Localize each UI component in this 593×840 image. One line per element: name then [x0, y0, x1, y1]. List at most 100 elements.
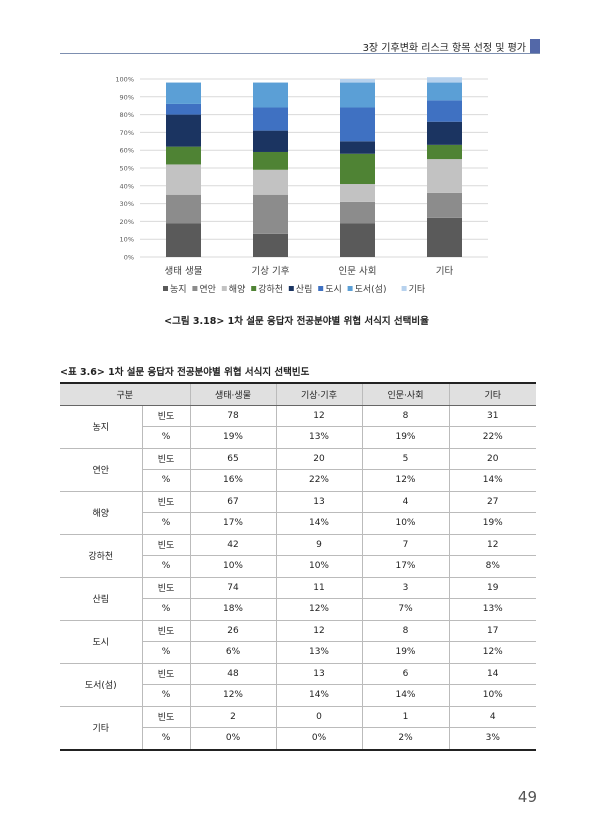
x-category-label: 기타 — [436, 266, 454, 277]
legend-swatch — [192, 286, 198, 291]
pct-cell: 19% — [448, 512, 536, 535]
table-header-row: 구분 생태·생물 기상·기후 인문·사회 기타 — [60, 382, 536, 406]
freq-cell: 12 — [448, 534, 536, 556]
bar-segment — [253, 169, 288, 195]
legend-label: 기타 — [409, 284, 426, 295]
header-rule — [60, 53, 540, 54]
freq-cell: 27 — [448, 491, 536, 513]
bar-segment — [340, 223, 375, 257]
freq-cell: 14 — [448, 663, 536, 685]
x-category-label: 생태 생물 — [165, 266, 203, 277]
legend-label: 강하천 — [258, 284, 283, 295]
bar-segment — [340, 184, 375, 202]
freq-cell: 13 — [275, 663, 362, 685]
freq-cell: 31 — [448, 405, 536, 427]
freq-cell: 8 — [361, 405, 449, 427]
bar-segment — [427, 192, 462, 218]
table-row: % 19% 13% 19% 22% — [60, 426, 536, 449]
freq-cell: 17 — [448, 620, 536, 642]
bar-segment — [427, 217, 462, 257]
pct-cell: 2% — [361, 727, 449, 751]
pct-cell: 12% — [189, 684, 276, 707]
legend-label: 산림 — [296, 283, 313, 295]
bar-segment — [427, 77, 462, 83]
bar-segment — [166, 223, 201, 257]
pct-cell: 17% — [189, 512, 276, 535]
y-tick-label: 50% — [120, 165, 134, 173]
row-group-label: 강하천 — [60, 534, 142, 578]
table-row: 도시 빈도 26 12 8 17 — [60, 620, 536, 664]
pct-cell: 14% — [275, 512, 362, 535]
table-row: 농지 빈도 78 12 8 31 — [60, 405, 536, 449]
freq-label: 빈도 — [141, 405, 190, 427]
bar-segment — [253, 82, 288, 108]
pct-cell: 10% — [275, 555, 362, 578]
bar-segment — [340, 201, 375, 224]
table-row: % 6% 13% 19% 12% — [60, 641, 536, 664]
header-category: 구분 — [60, 382, 190, 406]
table-row: 산림 빈도 74 11 3 19 — [60, 577, 536, 621]
table-caption: <표 3.6> 1차 설문 응답자 전공분야별 위협 서식지 선택빈도 — [60, 367, 310, 378]
freq-label: 빈도 — [141, 620, 190, 642]
header-other: 기타 — [448, 382, 536, 406]
y-tick-label: 0% — [124, 254, 134, 262]
freq-cell: 12 — [275, 620, 362, 642]
pct-label: % — [141, 727, 190, 751]
pct-cell: 3% — [448, 727, 536, 751]
table-row: 도서(섬) 빈도 48 13 6 14 — [60, 663, 536, 707]
freq-cell: 11 — [275, 577, 362, 599]
stacked-bar-chart: 0% 10% 20% 30% 40% 50% 60% 70% 80% 90% 100% 생태 생물 기상… — [115, 76, 488, 295]
legend-label: 농지 — [170, 284, 187, 295]
bar-segment — [253, 107, 288, 131]
y-tick-label: 60% — [120, 147, 134, 155]
running-header: 3장 기후변화 리스크 항목 선정 및 평가 — [362, 43, 526, 54]
bar-segment — [427, 144, 462, 160]
pct-cell: 6% — [189, 641, 276, 664]
freq-cell: 19 — [448, 577, 536, 599]
pct-label: % — [141, 684, 190, 707]
freq-cell: 9 — [275, 534, 362, 556]
bar-segment — [340, 79, 375, 83]
bar-segment — [253, 233, 288, 257]
bar-segment — [340, 82, 375, 108]
pct-cell: 22% — [275, 469, 362, 492]
table-row: % 10% 10% 17% 8% — [60, 555, 536, 578]
bar-segment — [340, 141, 375, 154]
table-row: 강하천 빈도 42 9 7 12 — [60, 534, 536, 578]
legend-label: 도시 — [325, 284, 342, 295]
bar-segment — [253, 151, 288, 170]
pct-cell: 14% — [275, 684, 362, 707]
pct-cell: 18% — [189, 598, 276, 621]
freq-cell: 20 — [275, 448, 362, 470]
y-tick-label: 80% — [120, 111, 134, 119]
pct-cell: 12% — [361, 469, 449, 492]
bar-segment — [427, 121, 462, 145]
pct-cell: 8% — [448, 555, 536, 578]
pct-cell: 7% — [361, 598, 449, 621]
bar-segment — [427, 159, 462, 193]
pct-label: % — [141, 641, 190, 664]
freq-cell: 48 — [189, 663, 276, 685]
y-tick-label: 30% — [120, 200, 134, 208]
freq-cell: 6 — [361, 663, 449, 685]
legend-swatch — [221, 286, 227, 291]
legend-swatch — [251, 286, 257, 291]
table-row: 해양 빈도 67 13 4 27 — [60, 491, 536, 535]
pct-cell: 19% — [189, 426, 276, 449]
pct-cell: 22% — [448, 426, 536, 449]
pct-cell: 10% — [361, 512, 449, 535]
pct-cell: 10% — [189, 555, 276, 578]
bar-segment — [166, 164, 201, 195]
freq-cell: 3 — [361, 577, 449, 599]
freq-cell: 4 — [361, 491, 449, 513]
y-tick-label: 90% — [120, 93, 134, 101]
freq-cell: 78 — [189, 405, 276, 427]
legend-swatch — [318, 286, 324, 291]
pct-label: % — [141, 426, 190, 449]
legend-label: 연안 — [199, 284, 216, 295]
bar-segment — [166, 194, 201, 224]
freq-label: 빈도 — [141, 448, 190, 470]
row-group-label: 해양 — [60, 491, 142, 535]
legend-swatch — [163, 286, 168, 291]
freq-label: 빈도 — [141, 491, 190, 513]
